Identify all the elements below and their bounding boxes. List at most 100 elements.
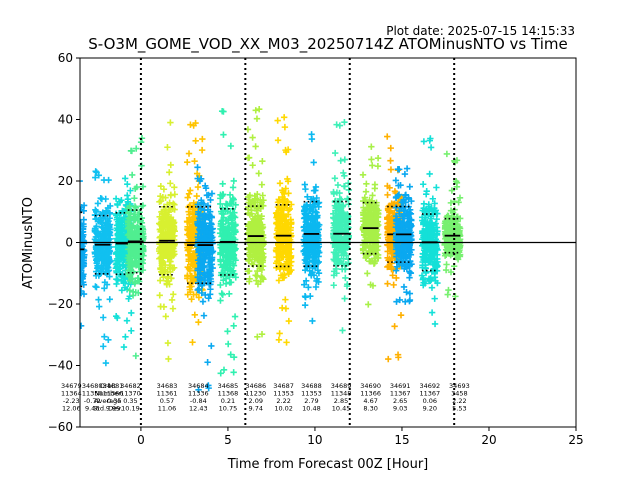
point	[336, 122, 344, 129]
point	[126, 293, 133, 300]
point	[126, 226, 134, 234]
scatter-layer	[80, 105, 464, 394]
point	[273, 220, 280, 227]
point	[302, 277, 310, 285]
point	[244, 268, 252, 275]
point	[184, 194, 191, 201]
y-tick-label: 60	[58, 51, 73, 65]
point	[275, 336, 283, 344]
point	[277, 207, 285, 214]
point	[218, 290, 226, 297]
point	[216, 230, 224, 237]
point	[286, 268, 294, 275]
point	[92, 168, 99, 175]
point	[169, 245, 177, 252]
point	[156, 292, 163, 299]
point	[112, 243, 119, 251]
point	[187, 121, 194, 128]
point	[342, 274, 349, 282]
point	[80, 322, 85, 330]
point	[219, 291, 226, 298]
point	[106, 296, 113, 303]
point	[251, 249, 259, 257]
point	[101, 279, 109, 286]
point	[190, 291, 197, 298]
point	[366, 212, 374, 220]
stats-value: 10.02	[274, 405, 293, 413]
point	[124, 196, 132, 203]
point	[133, 228, 141, 235]
point	[254, 196, 261, 204]
stats-column: 34690 11366 4.67 8.30	[360, 382, 381, 413]
point	[100, 247, 107, 254]
point	[286, 205, 293, 213]
point	[194, 164, 201, 171]
point	[340, 182, 348, 190]
point	[130, 214, 137, 221]
point	[164, 228, 172, 235]
point	[80, 202, 88, 209]
point	[206, 219, 213, 227]
point	[80, 223, 87, 230]
point	[201, 234, 208, 242]
stats-column: 34687 11353 2.22 10.02	[273, 382, 294, 413]
point	[232, 257, 239, 264]
point	[160, 186, 168, 193]
point	[225, 219, 232, 227]
stats-value: 10.75	[219, 405, 238, 413]
y-tick-label: 40	[58, 113, 73, 127]
point	[337, 157, 344, 164]
point	[192, 119, 199, 127]
point	[200, 216, 208, 223]
point	[163, 277, 170, 285]
point	[195, 318, 202, 326]
point	[167, 119, 174, 126]
point	[139, 183, 147, 190]
point	[217, 370, 224, 377]
point	[276, 245, 283, 252]
point	[190, 277, 198, 284]
point	[205, 238, 213, 246]
point	[231, 229, 239, 236]
point	[277, 272, 285, 279]
point	[159, 193, 167, 201]
point	[279, 187, 286, 194]
point	[282, 236, 290, 243]
stats-column: 34691 11367 2.65 9.03	[390, 382, 411, 413]
point	[259, 250, 267, 257]
point	[195, 386, 202, 394]
point	[125, 273, 133, 280]
point	[192, 137, 199, 144]
point	[218, 264, 226, 271]
point	[274, 212, 281, 219]
point	[100, 314, 107, 321]
x-tick-label: 20	[481, 433, 496, 447]
point	[217, 297, 224, 304]
point	[93, 229, 101, 236]
point	[203, 228, 211, 235]
point	[227, 142, 235, 150]
y-tick-label: 0	[65, 236, 73, 250]
point	[164, 220, 172, 228]
point	[197, 248, 204, 255]
point	[119, 219, 126, 226]
point	[92, 253, 99, 260]
point	[157, 266, 164, 273]
point	[340, 202, 347, 209]
point	[226, 191, 234, 199]
point	[131, 248, 139, 255]
point	[229, 184, 237, 191]
point	[194, 274, 202, 281]
point	[118, 233, 126, 240]
point	[158, 258, 166, 266]
point	[80, 258, 83, 261]
point	[160, 303, 168, 311]
point	[273, 264, 280, 271]
point	[249, 222, 257, 229]
stats-column: 34686 11230 2.09 9.74	[245, 382, 266, 413]
point	[135, 278, 143, 285]
point	[102, 269, 109, 276]
point	[363, 216, 370, 224]
x-tick-label: 25	[568, 433, 583, 447]
point	[131, 195, 138, 202]
